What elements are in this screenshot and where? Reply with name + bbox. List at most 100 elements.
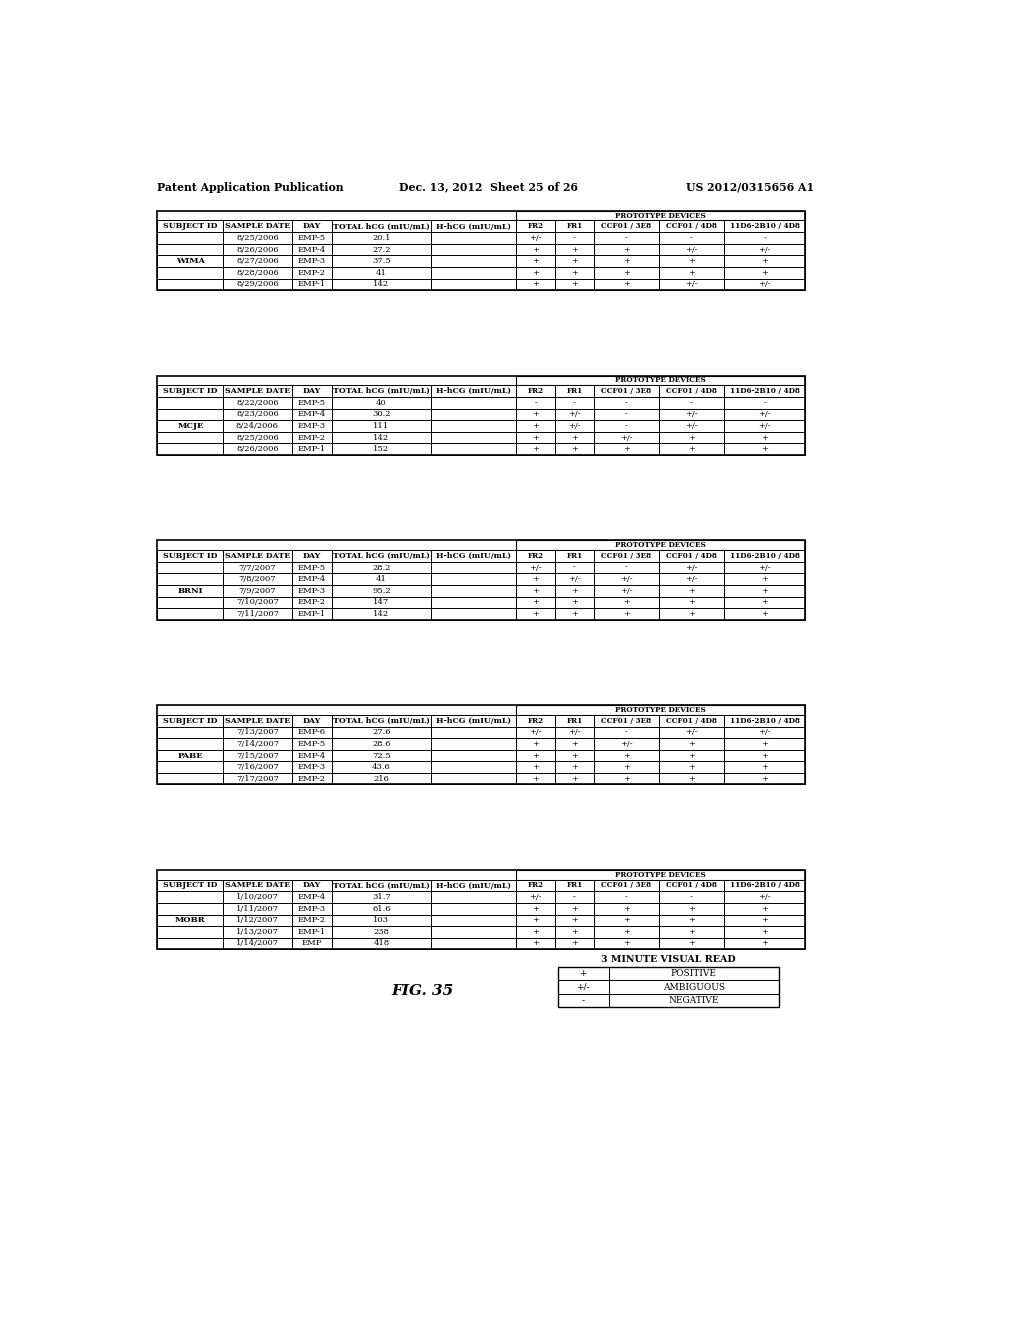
Text: +: +	[761, 741, 768, 748]
Bar	[158, 891, 223, 903]
Bar	[223, 562, 292, 573]
Bar	[555, 232, 594, 244]
Bar	[223, 915, 292, 927]
Text: -: -	[625, 399, 628, 407]
Text: TOTAL hCG (mIU/mL): TOTAL hCG (mIU/mL)	[333, 882, 430, 890]
Text: FR2: FR2	[527, 882, 544, 890]
Bar	[555, 573, 594, 585]
Text: -: -	[763, 399, 766, 407]
Bar	[594, 762, 658, 774]
Text: SAMPLE DATE: SAMPLE DATE	[225, 717, 290, 725]
Bar	[292, 444, 332, 455]
Bar	[724, 385, 805, 397]
Text: +: +	[688, 741, 695, 748]
Text: +: +	[571, 610, 578, 618]
Text: 238: 238	[374, 928, 389, 936]
Bar	[658, 714, 724, 726]
Text: +: +	[571, 928, 578, 936]
Bar	[658, 915, 724, 927]
Text: +/-: +/-	[759, 411, 771, 418]
Text: CCF01 / 4D8: CCF01 / 4D8	[666, 222, 717, 231]
Bar	[431, 256, 516, 267]
Bar	[594, 891, 658, 903]
Bar	[158, 937, 223, 949]
Text: +: +	[688, 916, 695, 924]
Bar	[431, 714, 516, 726]
Bar	[431, 409, 516, 420]
Text: 7/16/2007: 7/16/2007	[236, 763, 279, 771]
Text: EMP-1: EMP-1	[298, 445, 326, 453]
Text: AMBIGUOUS: AMBIGUOUS	[663, 982, 725, 991]
Text: +/-: +/-	[568, 422, 581, 430]
Bar	[516, 937, 555, 949]
Bar	[594, 420, 658, 432]
Text: +: +	[761, 751, 768, 759]
Bar	[555, 762, 594, 774]
Bar	[292, 267, 332, 279]
Bar	[332, 609, 431, 619]
Text: -: -	[573, 894, 575, 902]
Text: +: +	[761, 576, 768, 583]
Text: +: +	[761, 940, 768, 948]
Bar	[516, 220, 555, 232]
Bar	[555, 738, 594, 750]
Text: +: +	[532, 904, 539, 912]
Bar	[158, 879, 223, 891]
Text: +/-: +/-	[759, 729, 771, 737]
Bar	[223, 444, 292, 455]
Bar	[158, 762, 223, 774]
Bar	[516, 879, 555, 891]
Bar	[516, 550, 555, 562]
Text: 152: 152	[374, 445, 389, 453]
Text: +: +	[532, 763, 539, 771]
Text: +/-: +/-	[620, 576, 633, 583]
Bar	[158, 774, 223, 784]
Bar	[332, 585, 431, 597]
Bar	[223, 573, 292, 585]
Bar	[516, 385, 555, 397]
Bar	[658, 927, 724, 937]
Text: 7/13/2007: 7/13/2007	[236, 729, 279, 737]
Text: EMP-2: EMP-2	[298, 916, 326, 924]
Bar	[555, 550, 594, 562]
Bar	[555, 267, 594, 279]
Bar	[292, 750, 332, 762]
Bar	[516, 585, 555, 597]
Text: 40: 40	[376, 399, 387, 407]
Text: 7/9/2007: 7/9/2007	[239, 587, 276, 595]
Bar	[724, 420, 805, 432]
Bar	[431, 774, 516, 784]
Bar	[332, 573, 431, 585]
Bar	[223, 585, 292, 597]
Bar	[516, 714, 555, 726]
Text: DAY: DAY	[302, 882, 321, 890]
Text: 7/15/2007: 7/15/2007	[236, 751, 279, 759]
Bar	[516, 597, 555, 609]
Text: 7/11/2007: 7/11/2007	[236, 610, 279, 618]
Text: +: +	[532, 940, 539, 948]
Text: 27.6: 27.6	[372, 729, 391, 737]
Text: SUBJECT ID: SUBJECT ID	[163, 222, 218, 231]
Bar	[594, 409, 658, 420]
Bar	[292, 232, 332, 244]
Bar	[223, 385, 292, 397]
Text: +/-: +/-	[577, 982, 590, 991]
Text: H-hCG (mIU/mL): H-hCG (mIU/mL)	[436, 882, 511, 890]
Text: +: +	[761, 610, 768, 618]
Bar	[516, 256, 555, 267]
Text: +: +	[761, 775, 768, 783]
Bar	[724, 597, 805, 609]
Bar	[594, 244, 658, 256]
Text: WIMA: WIMA	[176, 257, 205, 265]
Bar	[594, 597, 658, 609]
Bar	[223, 267, 292, 279]
Text: +/-: +/-	[685, 729, 697, 737]
Text: FR2: FR2	[527, 552, 544, 560]
Bar	[555, 397, 594, 409]
Text: -: -	[690, 399, 693, 407]
Bar	[292, 573, 332, 585]
Text: 142: 142	[374, 610, 389, 618]
Text: FIG. 35: FIG. 35	[391, 983, 454, 998]
Bar	[658, 256, 724, 267]
Bar	[724, 726, 805, 738]
